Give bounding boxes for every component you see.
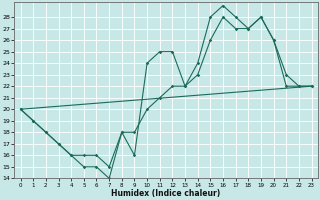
X-axis label: Humidex (Indice chaleur): Humidex (Indice chaleur) [111, 189, 221, 198]
